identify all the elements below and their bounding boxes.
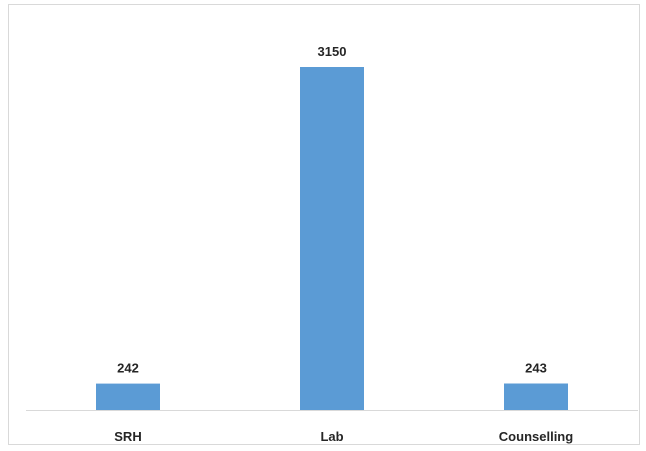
x-tick-label-srh: SRH (114, 429, 141, 444)
bar-counselling (504, 383, 568, 410)
data-label-srh: 242 (117, 361, 139, 376)
x-tick-labels-group: SRH Lab Counselling (114, 429, 573, 444)
x-tick-label-lab: Lab (320, 429, 343, 444)
data-labels-group: 242 3150 243 (117, 44, 547, 376)
data-label-counselling: 243 (525, 361, 547, 376)
bar-srh (96, 383, 160, 410)
data-label-lab: 3150 (318, 44, 347, 59)
bars-group (96, 67, 568, 410)
bar-lab (300, 67, 364, 410)
x-tick-label-counselling: Counselling (499, 429, 573, 444)
